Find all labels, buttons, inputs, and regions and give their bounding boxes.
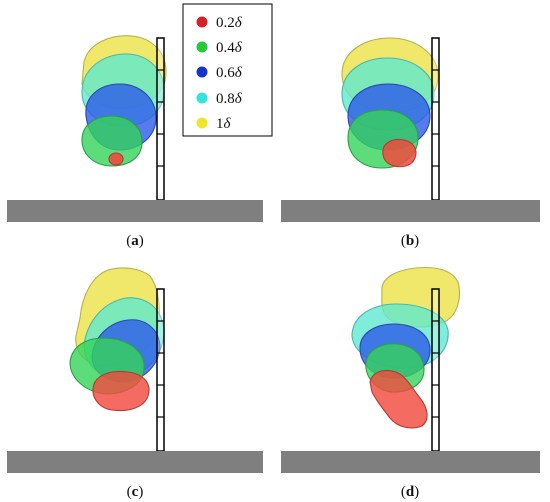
legend-label-04: 0.4δ <box>216 40 243 56</box>
shape-02delta <box>369 369 428 429</box>
legend: 0.2δ 0.4δ 0.6δ 0.8δ 1δ <box>182 3 273 137</box>
legend-marker-04 <box>196 41 208 53</box>
legend-marker-06 <box>196 66 208 78</box>
shape-02delta <box>92 370 150 412</box>
legend-label-02: 0.2δ <box>216 15 243 31</box>
legend-marker-10 <box>196 117 208 129</box>
panel-d: (d) <box>281 266 540 500</box>
legend-marker-08 <box>196 92 208 104</box>
wall <box>431 288 440 452</box>
legend-label-08: 0.8δ <box>216 91 243 107</box>
panel-a: (a) <box>7 35 263 249</box>
shape-02delta <box>108 152 124 166</box>
panel-c: (c) <box>7 267 263 500</box>
ground <box>281 451 540 473</box>
ground <box>7 200 263 222</box>
ground <box>281 200 540 222</box>
shape-04delta <box>81 115 143 167</box>
legend-label-06: 0.6δ <box>216 65 243 81</box>
ground <box>7 451 263 473</box>
wall <box>156 37 165 201</box>
wall <box>156 288 165 452</box>
caption-a: (a) <box>126 233 144 249</box>
shape-02delta <box>382 138 417 168</box>
panel-b: (b) <box>281 37 540 249</box>
caption-c: (c) <box>127 484 144 500</box>
wall <box>431 37 440 201</box>
legend-marker-02 <box>196 16 208 28</box>
caption-d: (d) <box>401 484 419 500</box>
caption-b: (b) <box>401 233 419 249</box>
legend-label-10: 1δ <box>216 116 232 132</box>
